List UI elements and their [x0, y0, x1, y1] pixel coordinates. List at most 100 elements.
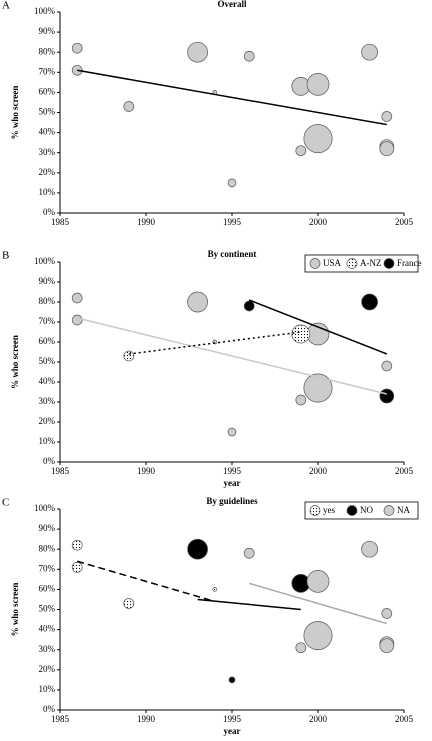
x-tick-label: 2000	[309, 217, 328, 227]
y-tick-label: 100%	[34, 256, 56, 266]
bubble	[303, 621, 333, 651]
x-tick-label: 2005	[395, 217, 414, 227]
y-tick-label: 0%	[43, 704, 56, 714]
y-tick-label: 50%	[39, 604, 56, 614]
y-tick-label: 100%	[34, 503, 56, 513]
trend-line	[77, 69, 387, 126]
bubble	[306, 73, 330, 96]
bubble	[227, 178, 237, 188]
legend-swatch	[383, 505, 395, 516]
trend-line	[77, 317, 387, 395]
y-tick-label: 0%	[43, 207, 56, 217]
bubble	[123, 350, 135, 362]
bubble	[71, 314, 83, 326]
y-tick-label: 60%	[39, 583, 56, 593]
y-tick-label: 30%	[39, 396, 56, 406]
legend-label: A-NZ	[360, 258, 382, 268]
x-tick-label: 2000	[309, 466, 328, 476]
bubble	[71, 42, 83, 54]
y-tick-label: 70%	[39, 563, 56, 573]
y-tick-label: 80%	[39, 543, 56, 553]
trend-line	[248, 299, 388, 355]
legend-label: yes	[323, 505, 335, 515]
y-tick-label: 30%	[39, 147, 56, 157]
panel-label: A	[2, 0, 10, 12]
y-tick-label: 90%	[39, 26, 56, 36]
x-tick-label: 1985	[51, 466, 70, 476]
bubble	[243, 300, 255, 312]
y-tick-label: 0%	[43, 456, 56, 466]
x-axis-label: year	[224, 726, 241, 736]
trend-line	[128, 331, 301, 355]
bubble	[379, 638, 395, 654]
legend-swatch	[383, 258, 395, 269]
y-tick-label: 80%	[39, 296, 56, 306]
bubble	[303, 373, 333, 403]
bubble	[123, 101, 135, 112]
legend-label: NA	[397, 505, 410, 515]
y-tick-label: 10%	[39, 187, 56, 197]
bubble	[291, 324, 311, 344]
y-tick-label: 70%	[39, 316, 56, 326]
bubble	[381, 608, 393, 619]
bubble	[212, 587, 218, 592]
bubble	[303, 124, 333, 154]
y-tick-label: 40%	[39, 127, 56, 137]
x-tick-label: 1990	[137, 714, 156, 724]
legend-swatch	[309, 258, 321, 269]
x-tick-label: 2005	[395, 466, 414, 476]
panel-label: B	[2, 250, 9, 262]
legend-swatch	[346, 505, 358, 516]
bubble	[187, 538, 208, 560]
y-tick-label: 20%	[39, 167, 56, 177]
legend-swatch	[346, 258, 358, 269]
y-tick-label: 90%	[39, 523, 56, 533]
y-tick-label: 50%	[39, 107, 56, 117]
chart-title: By continent	[208, 249, 257, 259]
legend-label: NO	[360, 505, 373, 515]
y-tick-label: 60%	[39, 86, 56, 96]
x-tick-label: 1995	[223, 466, 242, 476]
y-tick-label: 80%	[39, 46, 56, 56]
bubble	[361, 540, 378, 558]
bubble	[381, 360, 393, 372]
y-tick-label: 60%	[39, 336, 56, 346]
y-tick-label: 20%	[39, 416, 56, 426]
bubble	[123, 598, 135, 609]
x-tick-label: 1995	[223, 217, 242, 227]
chart-title: Overall	[218, 0, 247, 9]
chart-title: By guidelines	[206, 496, 258, 506]
bubble	[361, 293, 378, 311]
bubble	[295, 145, 307, 157]
y-tick-label: 40%	[39, 624, 56, 634]
x-tick-label: 1985	[51, 217, 70, 227]
bubble	[295, 394, 307, 406]
x-tick-label: 1990	[137, 466, 156, 476]
bubble	[71, 561, 83, 573]
legend-label: France	[397, 258, 422, 268]
bubble	[306, 570, 330, 593]
y-tick-label: 50%	[39, 356, 56, 366]
legend-swatch	[309, 505, 321, 516]
x-tick-label: 2005	[395, 714, 414, 724]
y-tick-label: 90%	[39, 276, 56, 286]
y-axis-label: % who screen	[10, 86, 20, 140]
x-axis-label: year	[224, 478, 241, 488]
y-tick-label: 100%	[34, 6, 56, 16]
bubble	[71, 292, 83, 304]
bubble	[227, 427, 237, 437]
bubble	[379, 388, 395, 404]
x-tick-label: 2000	[309, 714, 328, 724]
y-tick-label: 40%	[39, 376, 56, 386]
trend-line	[197, 598, 301, 611]
x-tick-label: 1990	[137, 217, 156, 227]
bubble	[228, 676, 236, 684]
bubble	[295, 642, 307, 654]
y-tick-label: 20%	[39, 664, 56, 674]
x-tick-label: 1995	[223, 714, 242, 724]
bubble	[243, 547, 255, 559]
bubble	[379, 141, 395, 157]
bubble	[381, 111, 393, 122]
